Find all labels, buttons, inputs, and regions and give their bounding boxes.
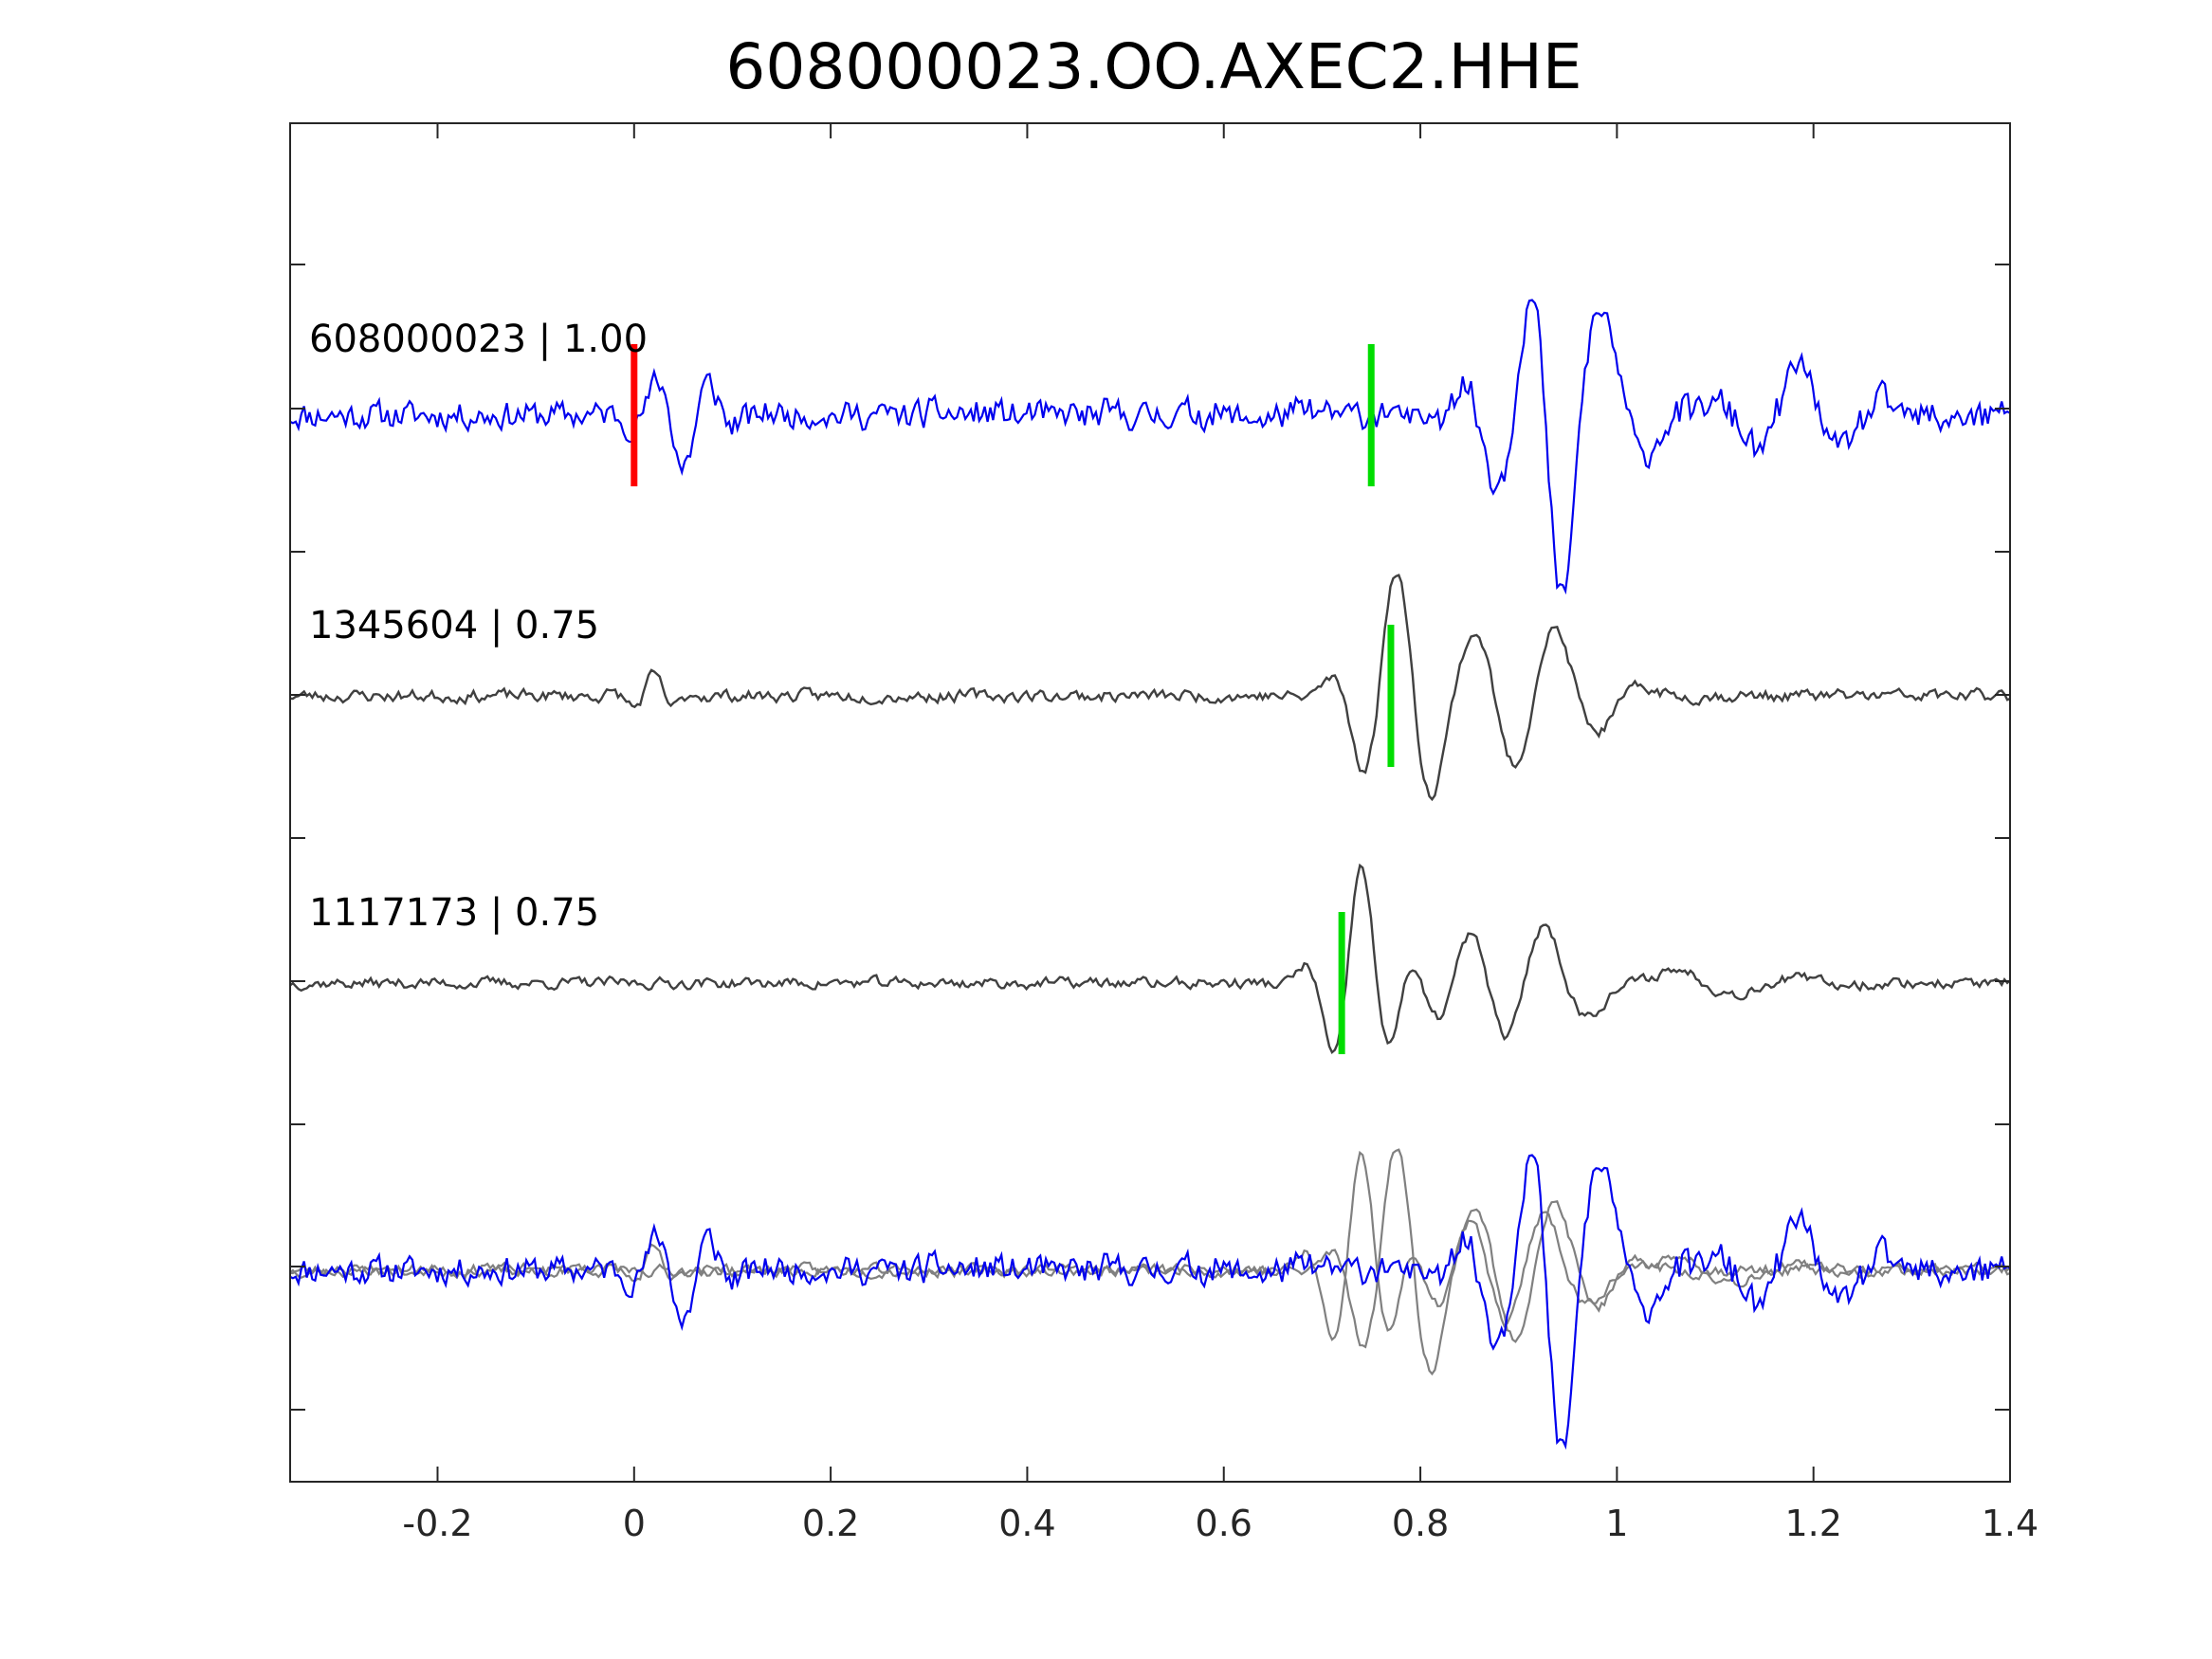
- trace-label-1345604: 1345604 | 0.75: [309, 604, 599, 647]
- picks-layer: [631, 344, 1395, 1054]
- trace-label-608000023: 608000023 | 1.00: [309, 318, 648, 361]
- trace-labels-layer: 608000023 | 1.00 1345604 | 0.75 1117173 | …: [309, 318, 648, 935]
- x-tick-label: -0.2: [402, 1503, 472, 1544]
- traces-layer: [289, 299, 2011, 1450]
- x-tick-label: 0.4: [998, 1503, 1055, 1544]
- x-tick-label: 1.4: [1982, 1503, 2038, 1544]
- waveform-1345604: [289, 574, 2011, 802]
- x-tick-label: 0.8: [1392, 1503, 1449, 1544]
- waveform-1117173: [289, 863, 2011, 1055]
- x-tick-label: 0.6: [1196, 1503, 1252, 1544]
- x-tick-label: 0.2: [802, 1503, 859, 1544]
- trace-label-1117173: 1117173 | 0.75: [309, 891, 599, 935]
- overlay-waveform-608000023: [289, 1154, 2011, 1450]
- x-tick-label: 0: [623, 1503, 646, 1544]
- x-tick-label: 1.2: [1784, 1503, 1841, 1544]
- x-tick-label: 1: [1605, 1503, 1628, 1544]
- plot-frame: [289, 122, 2011, 1483]
- axis-ticks: -0.2 0 0.2 0.4 0.6 0.8 1 1.2 1.4: [290, 123, 2038, 1544]
- waveform-608000023: [289, 299, 2011, 595]
- chart-title: 608000023.OO.AXEC2.HHE: [725, 30, 1581, 103]
